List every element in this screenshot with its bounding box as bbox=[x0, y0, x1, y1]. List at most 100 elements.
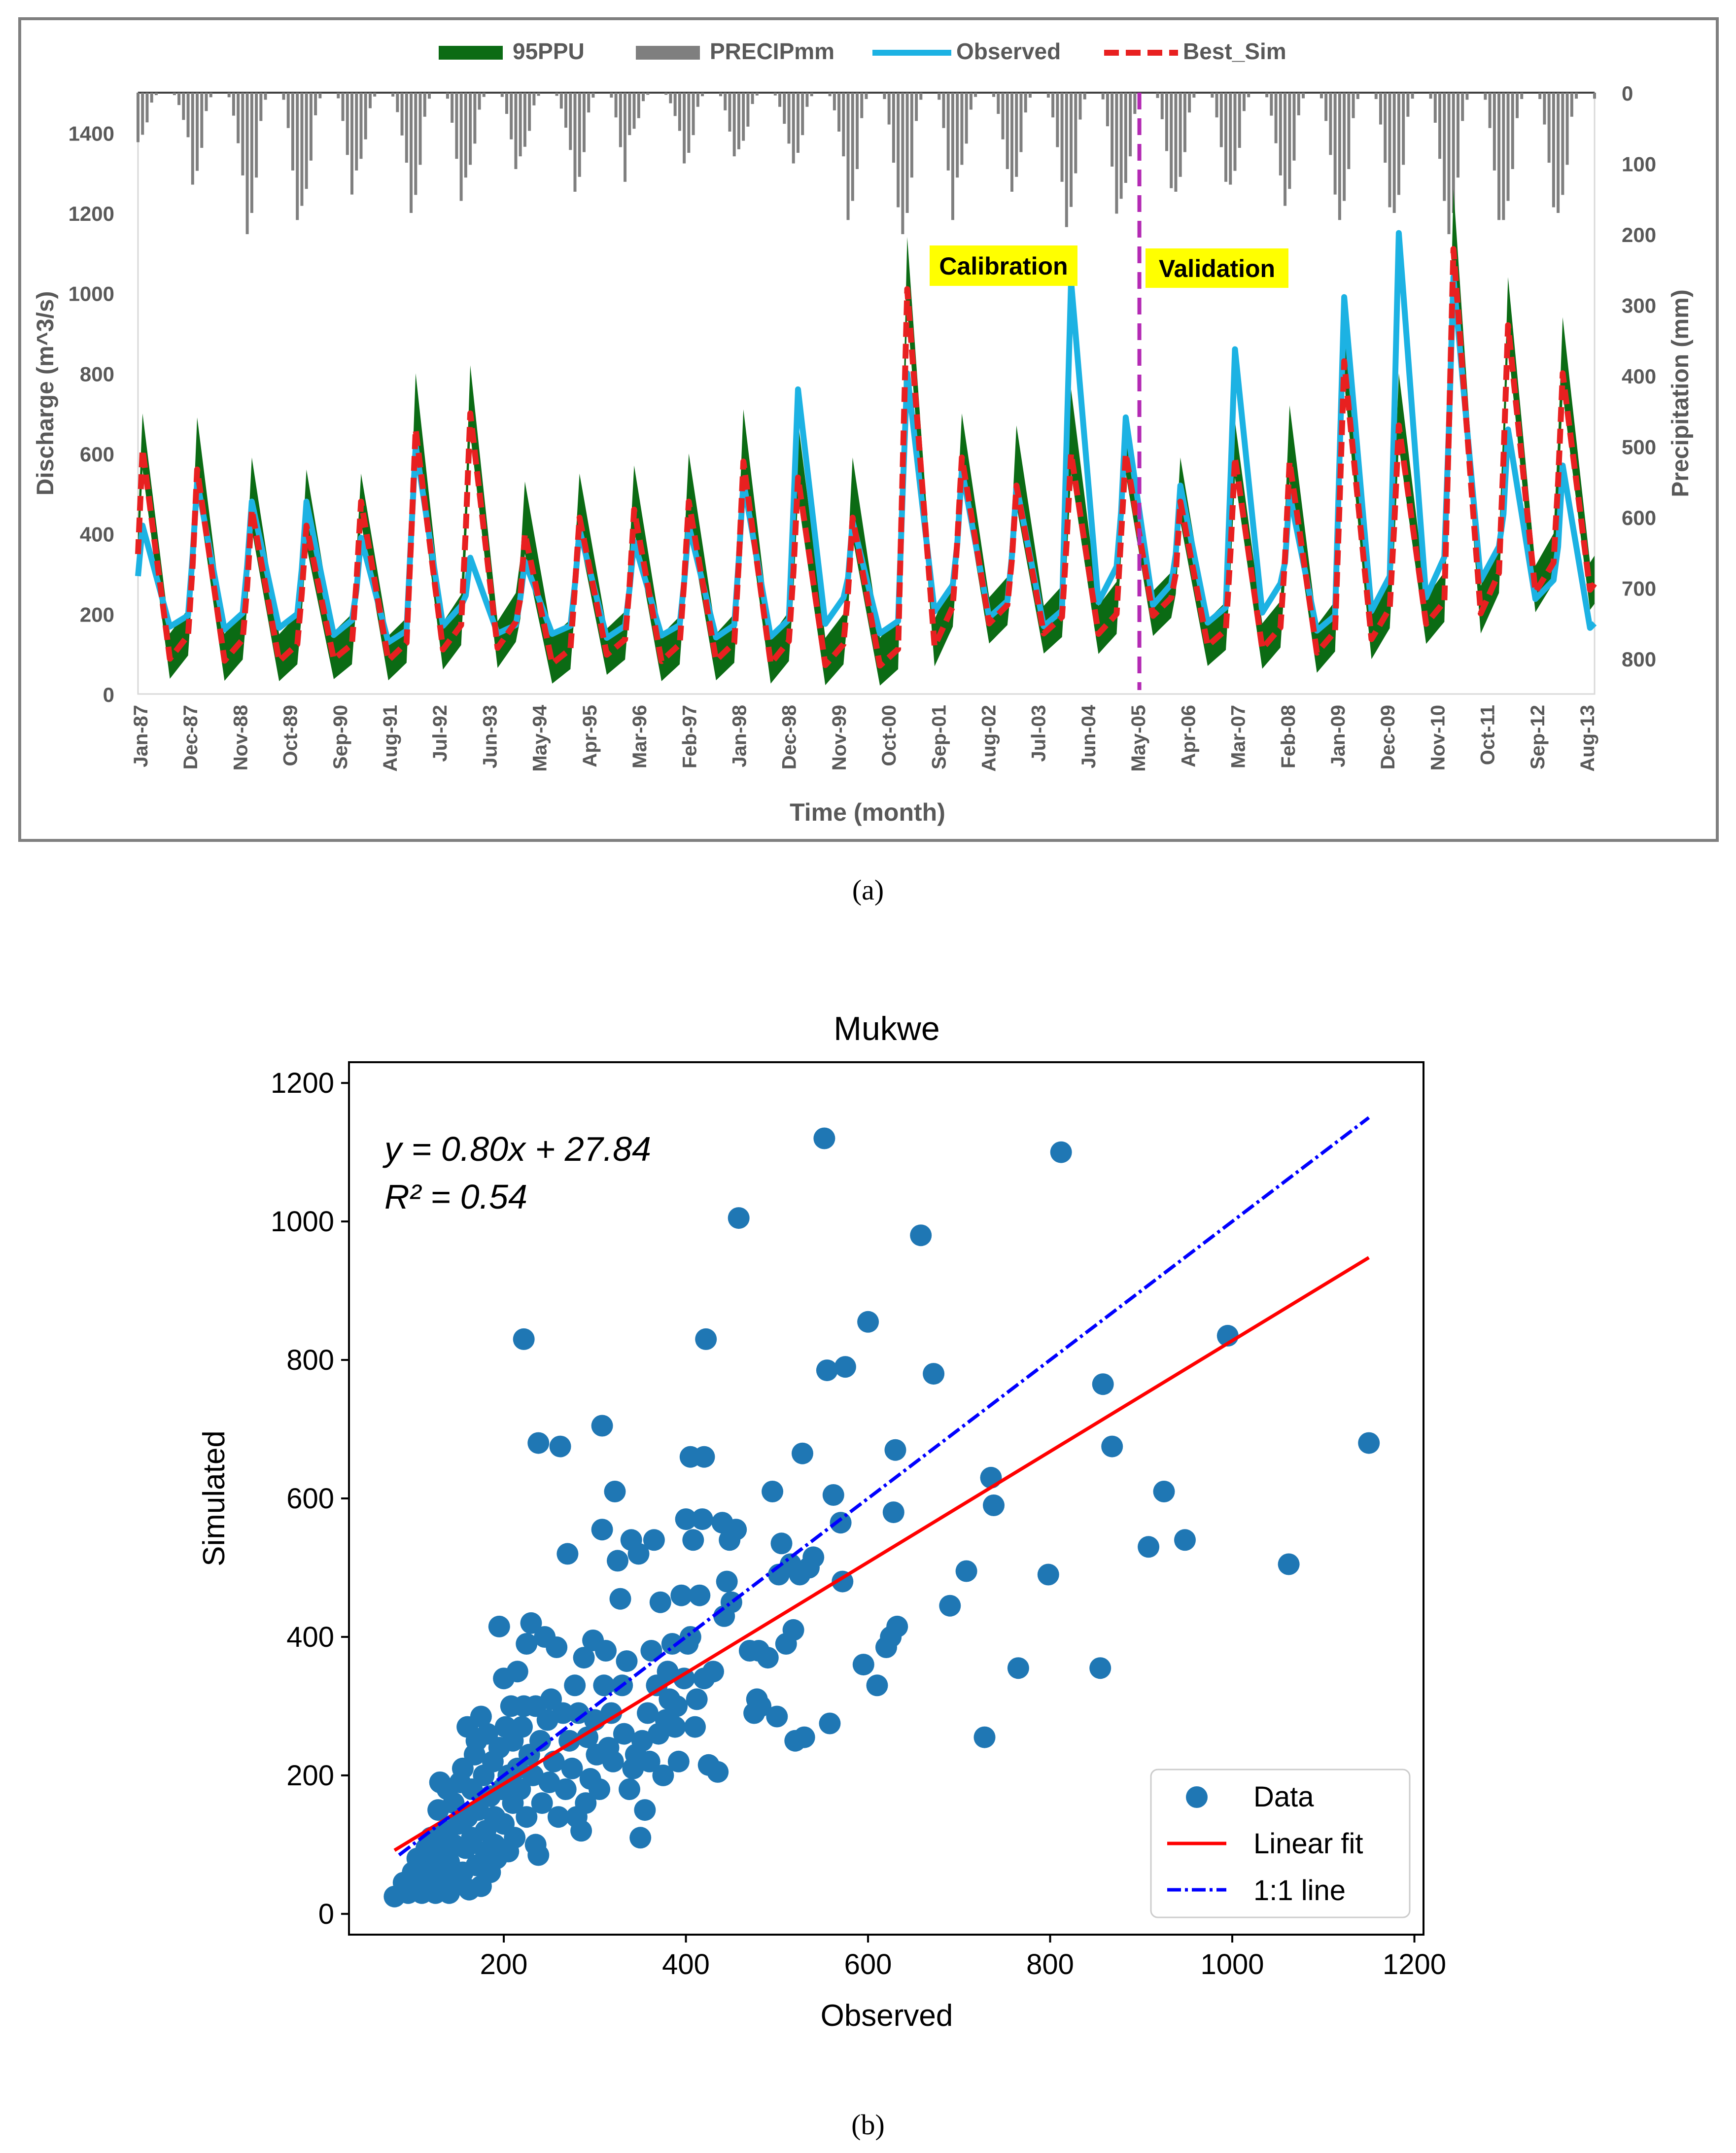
precip-bar bbox=[732, 93, 736, 157]
precip-bar bbox=[1270, 93, 1273, 116]
precip-bar bbox=[359, 93, 363, 159]
panel-a-y2label: Precipitation (mm) bbox=[1667, 289, 1694, 497]
data-point bbox=[792, 1442, 813, 1464]
data-point bbox=[577, 1726, 598, 1748]
data-point bbox=[657, 1661, 679, 1683]
x-tick-label: Nov-99 bbox=[829, 705, 850, 770]
data-point bbox=[757, 1647, 779, 1669]
data-point bbox=[682, 1529, 704, 1551]
x-tick-label: May-94 bbox=[529, 704, 551, 771]
precip-bar bbox=[318, 93, 322, 99]
legend-label-observed: Observed bbox=[956, 38, 1061, 64]
precip-bar bbox=[1575, 93, 1578, 99]
x-tick-label: Jan-87 bbox=[130, 705, 152, 767]
legend-swatch-precip bbox=[636, 46, 700, 60]
precip-bar bbox=[400, 93, 404, 136]
y2-tick-label: 300 bbox=[1622, 294, 1656, 317]
precip-bar bbox=[1170, 93, 1173, 188]
data-point bbox=[607, 1550, 628, 1572]
precip-bar bbox=[1397, 93, 1400, 195]
data-point bbox=[629, 1827, 652, 1849]
precip-bar bbox=[528, 93, 531, 131]
legend-label-linear-fit: Linear fit bbox=[1253, 1828, 1363, 1860]
legend-label-95ppu: 95PPU bbox=[513, 38, 585, 64]
precip-bar bbox=[687, 93, 691, 153]
precip-bar bbox=[965, 93, 968, 144]
precip-bar bbox=[1347, 93, 1351, 170]
precip-bar bbox=[1083, 93, 1086, 100]
precip-bar bbox=[1392, 93, 1396, 213]
best-sim-series bbox=[135, 246, 1597, 669]
panel-a-legend: 95PPU PRECIPmm Observed Best_Sim bbox=[439, 38, 1286, 64]
y-tick-label: 600 bbox=[286, 1483, 334, 1515]
precip-bar bbox=[1074, 93, 1077, 174]
data-point bbox=[866, 1674, 888, 1697]
legend-label-best-sim: Best_Sim bbox=[1183, 38, 1286, 64]
precip-bar bbox=[1447, 93, 1451, 235]
precip-bar bbox=[801, 93, 804, 136]
left-axis-ticks: 0 200 400 600 800 1000 1200 1400 bbox=[69, 122, 114, 706]
precip-bar bbox=[1511, 93, 1514, 170]
x-tick-label: Apr-95 bbox=[579, 705, 601, 767]
precip-bar bbox=[1461, 93, 1464, 121]
precip-bar bbox=[1010, 93, 1013, 192]
precip-bar bbox=[355, 93, 358, 171]
data-point bbox=[693, 1446, 715, 1468]
data-point bbox=[770, 1532, 793, 1555]
data-point bbox=[616, 1650, 638, 1672]
y-tick-label: 1000 bbox=[69, 282, 114, 306]
precip-bar bbox=[1543, 93, 1546, 125]
data-point bbox=[884, 1439, 906, 1461]
precip-bar bbox=[145, 93, 149, 123]
data-point bbox=[670, 1584, 693, 1606]
legend-label-data: Data bbox=[1253, 1781, 1314, 1813]
legend-marker-data bbox=[1186, 1786, 1208, 1808]
y-tick-label: 200 bbox=[80, 603, 114, 626]
precip-bar bbox=[1224, 93, 1228, 182]
precip-bar bbox=[1247, 93, 1250, 98]
precip-bar bbox=[1552, 93, 1555, 208]
y-tick-label: 1200 bbox=[271, 1067, 334, 1099]
precip-bar bbox=[341, 93, 345, 121]
precip-bar bbox=[664, 93, 668, 95]
data-point bbox=[520, 1612, 542, 1634]
precip-bar bbox=[186, 93, 190, 138]
data-point bbox=[549, 1435, 571, 1458]
r-squared: R² = 0.54 bbox=[384, 1178, 527, 1216]
x-tick-label: Aug-13 bbox=[1577, 705, 1598, 772]
data-point bbox=[1174, 1529, 1196, 1551]
precip-bar bbox=[423, 93, 426, 117]
precip-bar bbox=[573, 93, 577, 192]
data-point bbox=[793, 1726, 815, 1748]
data-point bbox=[652, 1764, 674, 1786]
x-tick-label: Jul-92 bbox=[429, 705, 451, 762]
scatter-points bbox=[383, 1127, 1380, 1908]
data-point bbox=[661, 1633, 683, 1655]
data-point bbox=[834, 1356, 856, 1378]
data-point bbox=[649, 1591, 671, 1613]
precip-bar bbox=[1329, 93, 1332, 155]
precip-bar bbox=[1520, 93, 1524, 99]
legend-label-one-to-one: 1:1 line bbox=[1253, 1875, 1346, 1907]
legend-label-precip: PRECIPmm bbox=[710, 38, 834, 64]
data-point bbox=[980, 1466, 1002, 1489]
x-tick-label: Apr-06 bbox=[1178, 705, 1199, 767]
right-axis-ticks: 0 100 200 300 400 500 600 700 800 bbox=[1622, 82, 1656, 671]
data-point bbox=[602, 1750, 624, 1772]
precip-bar bbox=[1106, 93, 1109, 127]
precip-bar bbox=[1593, 93, 1596, 99]
y2-tick-label: 200 bbox=[1622, 223, 1656, 246]
data-point bbox=[691, 1508, 713, 1530]
data-point bbox=[643, 1529, 665, 1551]
data-point bbox=[600, 1702, 623, 1724]
precip-bar bbox=[418, 93, 422, 165]
precip-bar bbox=[391, 93, 395, 97]
precip-bar bbox=[469, 93, 472, 165]
data-point bbox=[555, 1778, 577, 1800]
data-point bbox=[1092, 1373, 1114, 1395]
precip-bar bbox=[773, 93, 777, 96]
precip-bar bbox=[1238, 93, 1241, 148]
panel-b-ylabel: Simulated bbox=[197, 1430, 231, 1566]
precip-bar bbox=[259, 93, 263, 121]
precip-bar bbox=[1183, 93, 1186, 152]
